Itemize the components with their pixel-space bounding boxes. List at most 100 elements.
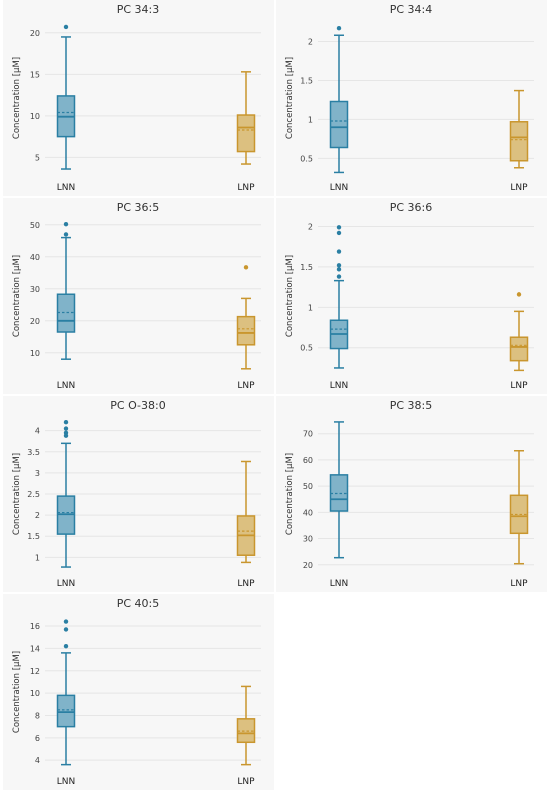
y-tick-label: 1.5 [27, 532, 40, 541]
chart-title: PC 36:5 [117, 201, 160, 214]
chart-svg-pc-36-5: 10 20 30 40 50 PC 36:5 Concentration [µM] LNN LN… [12, 201, 261, 391]
outlier-point [243, 265, 249, 270]
iqr-box [236, 315, 256, 346]
x-category-label: LNP [510, 579, 528, 589]
outlier-point [63, 643, 69, 649]
y-axis-label: Concentration [µM] [12, 255, 22, 337]
chart-panel-pc-36-6: 0.5 1 1.5 2 PC 36:6 Concentration [µM] LNN LNP [276, 198, 547, 394]
chart-title: PC 34:4 [390, 3, 433, 16]
y-axis-label: Concentration [µM] [285, 255, 295, 337]
chart-svg-pc-38-5: 20 30 40 50 60 70 PC 38:5 Concentration [µM] LNN… [285, 399, 534, 589]
outlier-point [336, 225, 342, 230]
y-axis-label: Concentration [µM] [12, 453, 22, 535]
iqr-box [509, 121, 529, 162]
box-lnn [329, 26, 349, 174]
x-category-label: LNP [510, 183, 528, 193]
x-category-label: LNP [510, 381, 528, 391]
chart-panel-pc-36-5: 10 20 30 40 50 PC 36:5 Concentration [µM] LNN LN… [3, 198, 274, 394]
chart-panel-pc-40-5: 4 6 8 10 12 14 16 PC 40:5 Concentration [µM] LNN L… [3, 594, 274, 790]
chart-svg-pc-36-6: 0.5 1 1.5 2 PC 36:6 Concentration [µM] LNN LNP [285, 201, 534, 391]
y-tick-label: 2 [35, 511, 40, 520]
y-tick-label: 60 [303, 456, 313, 465]
y-tick-label: 50 [30, 221, 40, 230]
iqr-box [56, 694, 76, 728]
y-tick-label: 40 [303, 508, 313, 517]
y-tick-label: 1 [308, 115, 313, 124]
outlier-point [516, 292, 522, 297]
outlier-point [63, 619, 69, 624]
y-tick-label: 4 [35, 756, 40, 765]
y-tick-label: 12 [30, 667, 40, 676]
x-category-label: LNP [237, 579, 255, 589]
outlier-point [336, 230, 342, 236]
box-lnp [509, 292, 529, 372]
x-category-label: LNN [57, 777, 75, 787]
y-tick-label: 1.5 [300, 263, 313, 272]
y-tick-label: 1.5 [300, 76, 313, 85]
outlier-point [63, 430, 69, 435]
y-tick-label: 16 [30, 622, 40, 631]
box-lnp [509, 450, 529, 565]
y-tick-label: 2 [308, 37, 313, 46]
y-tick-label: 10 [30, 349, 40, 358]
y-axis-label: Concentration [µM] [285, 453, 295, 535]
box-lnn [329, 421, 349, 559]
chart-svg-pc-o-38-0: 1 1.5 2 2.5 3 3.5 4 PC O-38:0 Concentration [µM]… [12, 399, 261, 589]
chart-title: PC 34:3 [117, 3, 160, 16]
chart-panel-pc-34-4: 0.5 1 1.5 2 PC 34:4 Concentration [µM] LNN LNP [276, 0, 547, 196]
y-tick-label: 20 [303, 561, 313, 570]
chart-svg-pc-34-4: 0.5 1 1.5 2 PC 34:4 Concentration [µM] LNN LNP [285, 3, 534, 193]
outlier-point [336, 26, 342, 31]
box-lnp [236, 685, 256, 766]
y-tick-label: 14 [30, 644, 40, 653]
outlier-point [336, 249, 342, 254]
y-tick-label: 8 [35, 711, 40, 720]
y-tick-label: 3.5 [27, 448, 40, 457]
outlier-point [63, 627, 69, 632]
outlier-point [63, 24, 69, 30]
box-lnn [56, 221, 76, 360]
outlier-point [63, 232, 69, 237]
outlier-point [336, 263, 342, 268]
x-category-label: LNN [57, 579, 75, 589]
y-tick-label: 4 [35, 427, 40, 436]
y-tick-label: 1 [35, 553, 40, 562]
chart-title: PC 36:6 [390, 201, 433, 214]
chart-svg-pc-34-3: 5 10 15 20 PC 34:3 Concentration [µM] LNN LNP [12, 3, 261, 193]
iqr-box [329, 100, 349, 149]
box-lnp [509, 89, 529, 169]
x-category-label: LNN [330, 381, 348, 391]
box-lnn [56, 24, 76, 170]
y-tick-label: 70 [303, 430, 313, 439]
iqr-box [509, 336, 529, 362]
x-category-label: LNP [237, 381, 255, 391]
x-category-label: LNN [57, 183, 75, 193]
chart-title: PC O-38:0 [110, 399, 165, 412]
outlier-point [63, 221, 69, 227]
y-tick-label: 10 [30, 112, 40, 121]
y-tick-label: 2.5 [27, 490, 40, 499]
y-axis-label: Concentration [µM] [285, 57, 295, 139]
outlier-point [63, 426, 69, 431]
y-tick-label: 2 [308, 222, 313, 231]
outlier-point [336, 274, 342, 279]
box-lnp [236, 265, 256, 370]
y-axis-label: Concentration [µM] [12, 651, 22, 733]
y-tick-label: 30 [303, 535, 313, 544]
x-category-label: LNN [330, 183, 348, 193]
chart-panel-pc-34-3: 5 10 15 20 PC 34:3 Concentration [µM] LNN LNP [3, 0, 274, 196]
y-tick-label: 10 [30, 689, 40, 698]
x-category-label: LNN [330, 579, 348, 589]
box-lnp [236, 71, 256, 165]
y-tick-label: 1 [308, 303, 313, 312]
iqr-box [236, 114, 256, 153]
box-lnp [236, 460, 256, 564]
chart-svg-pc-40-5: 4 6 8 10 12 14 16 PC 40:5 Concentration [µM] LNN L… [12, 597, 261, 787]
y-tick-label: 20 [30, 29, 40, 38]
box-lnn [56, 619, 76, 766]
x-category-label: LNN [57, 381, 75, 391]
box-lnn [329, 225, 349, 369]
y-tick-label: 0.5 [300, 344, 313, 353]
y-tick-label: 3 [35, 469, 40, 478]
x-category-label: LNP [237, 777, 255, 787]
